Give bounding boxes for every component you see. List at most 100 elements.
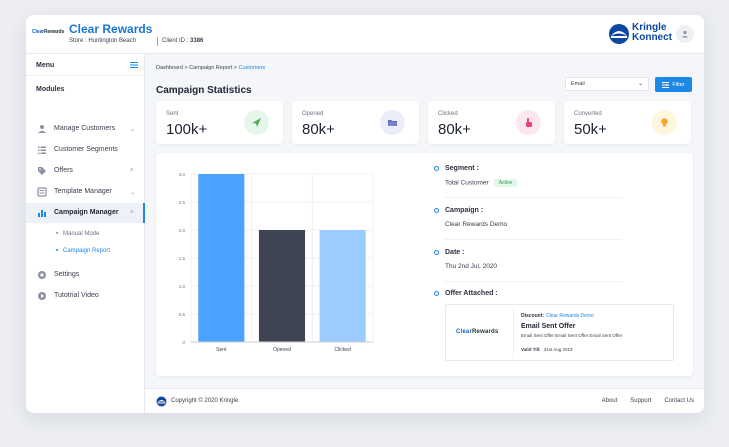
kringle-konnect-logo-text: Kringle Konnect (632, 22, 672, 43)
chevron-down-icon: ⌄ (130, 127, 136, 133)
segment-info: Segment : Total Customer Active (434, 165, 624, 187)
offer-info: Offer Attached : (434, 290, 624, 297)
chart-bar-sent (198, 174, 245, 342)
breadcrumb-separator: > (233, 65, 238, 71)
divider (445, 281, 622, 282)
x-tick-label: Clicked (334, 347, 351, 353)
user-profile-button[interactable] (676, 25, 694, 43)
y-tick-label: 2.0 (179, 228, 186, 233)
chart-bar-clicked (319, 230, 366, 342)
segment-label: Segment : (434, 165, 624, 172)
chart-bar-opened (258, 230, 306, 342)
tag-icon (38, 167, 46, 175)
stat-icon-circle (516, 110, 541, 135)
sidebar-item-label: Template Manager (54, 188, 112, 195)
offer-divider (513, 309, 514, 358)
divider (445, 239, 622, 240)
y-tick-label: 0.5 (179, 312, 186, 317)
offer-description: Email Sent Offer Email Sent Offer Email … (521, 333, 623, 338)
y-tick-label: 1.5 (179, 256, 186, 261)
breadcrumb-customers: Customers (238, 65, 266, 71)
filter-button-label: Filter (672, 81, 685, 88)
stat-label: Sent (166, 111, 179, 117)
sidebar-subitem-manual-mode[interactable]: Manual Mode (56, 231, 99, 237)
footer-links: About Support Contact Us (602, 398, 694, 404)
breadcrumb: Dashboard > Campaign Report > Customers (156, 65, 265, 71)
sidebar: Menu Modules Manage Customers ⌄ Customer… (26, 54, 145, 413)
hamburger-menu-icon[interactable] (130, 62, 138, 68)
modules-heading: Modules (36, 86, 65, 93)
sidebar-item-label: Manage Customers (54, 125, 116, 132)
stat-value: 100k+ (166, 121, 208, 138)
app-window: ClearRewards Clear Rewards Store : Hunti… (26, 15, 704, 413)
kringle-konnect-logo-icon (609, 24, 629, 44)
stat-label: Opened (302, 111, 324, 117)
footer-link-support[interactable]: Support (630, 398, 652, 404)
page-title: Campaign Statistics (156, 85, 252, 96)
stat-card-clicked: Clicked 80k+ (428, 101, 555, 144)
sidebar-item-label: Campaign Manager (54, 209, 119, 216)
sidebar-item-offers[interactable]: Offers ˄ (26, 161, 145, 181)
breadcrumb-dashboard[interactable]: Dashboard (156, 65, 183, 71)
menu-label: Menu (36, 62, 55, 69)
channel-select[interactable]: Email ⌄ (565, 77, 649, 91)
bar-chart-icon (38, 210, 46, 217)
footer-link-about[interactable]: About (601, 398, 618, 404)
sidebar-item-manage-customers[interactable]: Manage Customers ⌄ (26, 119, 145, 139)
user-icon (38, 125, 46, 133)
clear-rewards-small-logo: ClearRewards (32, 29, 65, 35)
date-value: Thu 2nd Jul, 2020 (445, 263, 498, 270)
menu-row: Menu (26, 54, 145, 76)
offer-title: Email Sent Offer (521, 323, 576, 330)
sidebar-item-campaign-manager[interactable]: Campaign Manager ˄ (26, 203, 145, 223)
stat-icon-circle (652, 110, 677, 135)
stat-value: 80k+ (438, 121, 471, 138)
gear-icon (38, 271, 46, 279)
play-icon (38, 292, 46, 300)
sidebar-item-label: Settings (54, 271, 80, 278)
channel-select-value: Email (571, 81, 585, 87)
chevron-down-icon: ⌄ (637, 81, 643, 87)
segment-value-row: Total Customer Active (434, 179, 624, 187)
sidebar-item-label: Customer Segments (54, 146, 118, 153)
status-badge: Active (493, 179, 518, 187)
filter-icon (662, 81, 670, 88)
x-tick-label: Sent (216, 347, 227, 353)
segment-value: Total Customer (445, 179, 489, 187)
breadcrumb-separator: > (184, 65, 188, 71)
campaign-bar-chart: 0 0.5 1.0 1.5 2.0 2.5 3.0 Sent Opened Clicked (169, 166, 379, 361)
template-icon (37, 187, 47, 197)
main-content: Dashboard > Campaign Report > Customers … (145, 54, 704, 413)
sidebar-item-settings[interactable]: Settings (26, 265, 145, 285)
campaign-value: Clear Rewards Demo (445, 221, 508, 228)
sidebar-subitem-campaign-report[interactable]: Campaign Report (56, 248, 110, 254)
top-header: ClearRewards Clear Rewards Store : Hunti… (26, 15, 704, 54)
kringle-logo-icon (156, 396, 167, 407)
y-tick-label: 2.5 (179, 200, 186, 205)
stat-value: 50k+ (574, 121, 607, 138)
y-tick-label: 3.0 (179, 172, 186, 177)
footer-link-contact[interactable]: Contact Us (664, 398, 694, 404)
send-icon (252, 118, 261, 127)
stat-value: 80k+ (302, 121, 335, 138)
lightbulb-icon (661, 118, 668, 127)
offer-card[interactable]: ClearRewards Discount: Clear Rewards Demo… (445, 304, 674, 361)
date-label: Date : (434, 249, 624, 256)
sidebar-item-template-manager[interactable]: Template Manager ⌄ (26, 182, 145, 202)
list-icon (38, 146, 46, 154)
date-info: Date : Thu 2nd Jul, 2020 (434, 249, 624, 270)
chevron-up-icon: ˄ (130, 168, 134, 174)
stat-card-sent: Sent 100k+ (156, 101, 283, 144)
discount-link[interactable]: Clear Rewards Demo (546, 313, 594, 319)
filter-button[interactable]: Filter (655, 77, 692, 92)
chevron-down-icon: ⌄ (130, 190, 136, 196)
sidebar-item-label: Tutotrial Video (54, 292, 99, 299)
sidebar-item-customer-segments[interactable]: Customer Segments (26, 140, 145, 160)
stat-card-converted: Converted 50k+ (564, 101, 691, 144)
footer: Copyright © 2020 Kringle. About Support … (145, 388, 704, 413)
store-name: Store : Huntington Beach (69, 38, 137, 44)
pointer-icon (526, 118, 532, 127)
breadcrumb-campaign-report[interactable]: Campaign Report (189, 65, 233, 71)
stat-label: Clicked (438, 111, 458, 117)
sidebar-item-tutorial-video[interactable]: Tutotrial Video (26, 286, 145, 306)
